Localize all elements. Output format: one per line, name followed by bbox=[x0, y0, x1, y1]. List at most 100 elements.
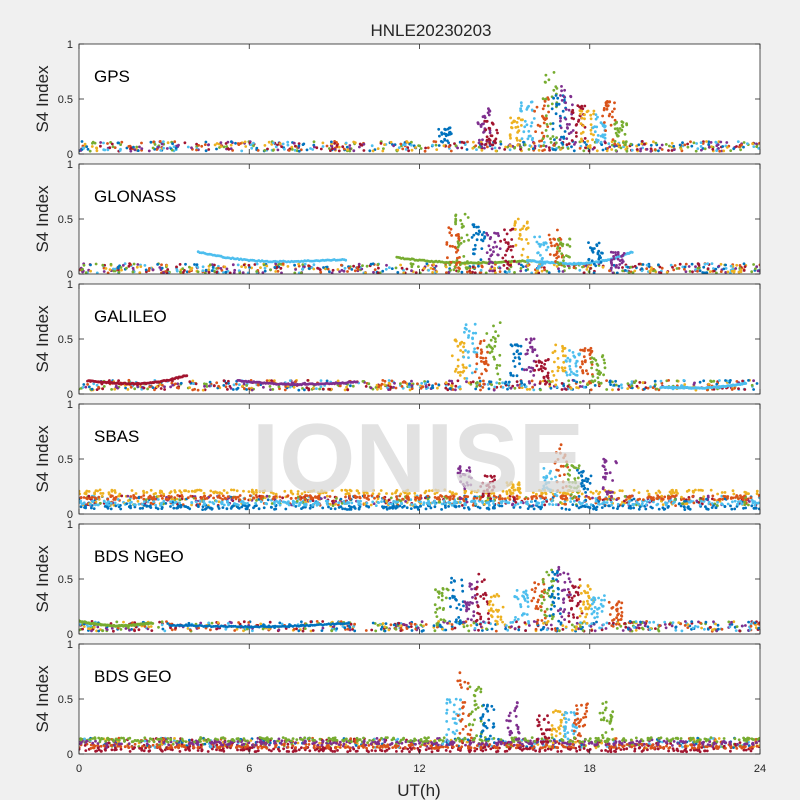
data-point bbox=[494, 330, 497, 333]
data-point bbox=[570, 116, 574, 120]
data-point bbox=[738, 264, 742, 267]
data-point bbox=[127, 378, 131, 382]
data-point bbox=[478, 383, 481, 387]
data-point bbox=[329, 507, 333, 510]
data-point bbox=[726, 502, 730, 506]
data-point bbox=[613, 142, 617, 146]
data-point bbox=[157, 145, 160, 149]
data-point bbox=[502, 264, 506, 267]
data-point bbox=[688, 507, 692, 511]
data-point bbox=[411, 262, 415, 266]
data-point bbox=[589, 132, 593, 136]
data-point bbox=[563, 346, 567, 350]
data-point bbox=[89, 263, 92, 267]
data-point bbox=[625, 498, 628, 501]
data-point bbox=[229, 147, 233, 151]
data-point bbox=[179, 381, 183, 385]
data-point bbox=[431, 489, 434, 492]
data-point bbox=[648, 495, 651, 499]
data-point bbox=[307, 388, 311, 392]
panel-title: GALILEO bbox=[94, 307, 167, 326]
data-point bbox=[373, 496, 376, 500]
data-point bbox=[545, 117, 548, 120]
data-point bbox=[509, 373, 513, 377]
data-point bbox=[580, 492, 584, 496]
data-point bbox=[138, 271, 142, 274]
data-point bbox=[178, 501, 182, 505]
data-point bbox=[135, 265, 139, 269]
data-point bbox=[589, 113, 593, 117]
data-point bbox=[731, 500, 734, 504]
data-point bbox=[202, 491, 206, 495]
data-point bbox=[109, 501, 113, 505]
data-point bbox=[351, 384, 355, 388]
data-point bbox=[495, 128, 499, 132]
data-point bbox=[304, 502, 308, 506]
data-point bbox=[281, 142, 285, 146]
data-point bbox=[365, 264, 369, 268]
data-point bbox=[616, 134, 619, 138]
data-point bbox=[667, 149, 670, 152]
data-point bbox=[338, 384, 342, 388]
data-point bbox=[608, 380, 612, 384]
data-point bbox=[138, 145, 141, 149]
data-point bbox=[343, 388, 347, 392]
data-point bbox=[271, 497, 275, 501]
data-point bbox=[154, 492, 158, 495]
data-point bbox=[598, 373, 601, 376]
data-point bbox=[413, 492, 417, 495]
data-point bbox=[414, 497, 417, 501]
data-point bbox=[120, 268, 123, 272]
data-point bbox=[554, 148, 557, 152]
data-point bbox=[543, 80, 547, 84]
data-point bbox=[514, 501, 518, 504]
data-point bbox=[599, 381, 603, 385]
data-point bbox=[252, 506, 255, 510]
data-point bbox=[379, 142, 383, 145]
data-point bbox=[719, 270, 723, 273]
data-point bbox=[490, 383, 493, 387]
data-point bbox=[405, 140, 409, 144]
data-point bbox=[396, 148, 400, 152]
data-point bbox=[348, 497, 352, 500]
data-point bbox=[685, 490, 689, 493]
data-point bbox=[176, 382, 180, 386]
data-point bbox=[558, 490, 562, 494]
data-point bbox=[247, 263, 251, 267]
data-point bbox=[586, 348, 590, 352]
data-point bbox=[659, 379, 663, 383]
data-point bbox=[560, 252, 564, 256]
data-point bbox=[571, 351, 575, 354]
data-point bbox=[234, 495, 238, 499]
data-point bbox=[526, 264, 530, 268]
data-point bbox=[449, 227, 453, 231]
data-point bbox=[611, 271, 615, 274]
data-point bbox=[447, 126, 451, 130]
data-point bbox=[605, 501, 609, 504]
data-point bbox=[303, 265, 306, 269]
data-point bbox=[439, 494, 442, 497]
data-point bbox=[264, 502, 267, 505]
data-point bbox=[464, 366, 468, 370]
data-point bbox=[178, 263, 182, 266]
data-point bbox=[618, 489, 622, 492]
data-point bbox=[645, 500, 649, 504]
data-point bbox=[536, 266, 540, 270]
data-point bbox=[614, 251, 617, 254]
data-point bbox=[583, 125, 587, 129]
data-point bbox=[478, 506, 482, 510]
data-point bbox=[572, 149, 576, 153]
data-point bbox=[496, 372, 500, 376]
data-point bbox=[485, 231, 488, 235]
data-point bbox=[153, 143, 157, 146]
data-point bbox=[739, 270, 743, 274]
data-point bbox=[519, 352, 523, 356]
data-point bbox=[645, 147, 649, 151]
data-point bbox=[526, 220, 529, 224]
data-point bbox=[646, 386, 650, 390]
data-point bbox=[642, 387, 646, 391]
data-point bbox=[113, 501, 117, 505]
data-point bbox=[348, 147, 352, 150]
data-point bbox=[107, 492, 111, 496]
